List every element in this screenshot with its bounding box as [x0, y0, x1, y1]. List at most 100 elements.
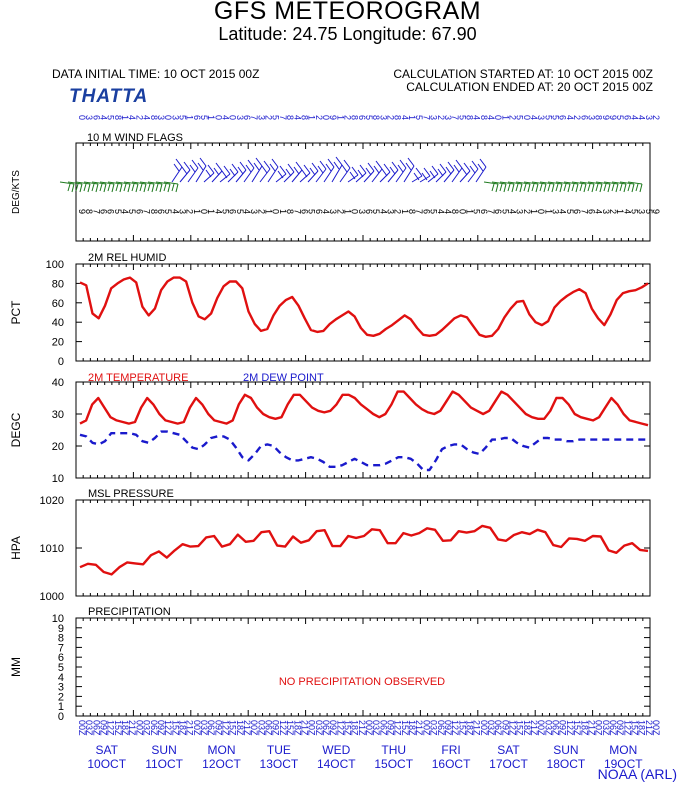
x-hour-label: 15Z [342, 720, 352, 736]
wind-barb [611, 183, 615, 192]
y-tick-label: 1 [58, 701, 64, 713]
wind-direction-label: 5 [551, 115, 561, 120]
wind-speed-label: 5 [371, 209, 381, 214]
x-hour-label: 18Z [177, 720, 187, 736]
wind-barb [463, 162, 471, 172]
x-hour-label: 21Z [299, 720, 309, 736]
x-hour-label: 06Z [91, 720, 101, 736]
wind-barb [251, 165, 263, 183]
wind-direction-label: 8 [285, 115, 295, 120]
x-hour-label: 00Z [192, 720, 202, 736]
y-tick-label: 9 [58, 623, 64, 635]
panel-frame [75, 617, 651, 717]
wind-speed-label: 4 [321, 209, 331, 214]
wind-direction-label: 5 [199, 115, 209, 120]
wind-barb [197, 162, 204, 171]
wind-barb [99, 181, 115, 185]
wind-barb [187, 167, 199, 183]
x-hour-label: 18Z [350, 720, 360, 736]
x-hour-label: 12Z [565, 720, 575, 736]
wind-speed-label: 1 [529, 209, 539, 214]
day-date-label: 19OCT [604, 757, 643, 771]
wind-barb [163, 183, 167, 192]
x-hour-label: 00Z [651, 720, 661, 736]
day-date-label: 15OCT [374, 757, 413, 771]
wind-barb [469, 165, 476, 174]
data-initial-time: DATA INITIAL TIME: 10 OCT 2015 00Z [52, 67, 260, 81]
wind-speed-label: 7 [292, 209, 302, 214]
wind-speed-label: 1 [400, 209, 410, 214]
wind-barb [591, 183, 595, 193]
wind-direction-label: 1 [120, 115, 130, 120]
wind-barb [511, 183, 515, 193]
wind-barb [333, 161, 340, 170]
wind-barb [79, 183, 83, 193]
wind-barb [131, 183, 135, 192]
wind-speed-label: 0 [457, 209, 467, 214]
wind-speed-label: 2 [393, 209, 403, 214]
wind-barb [231, 163, 239, 173]
wind-barb [291, 169, 303, 183]
wind-direction-label: 5 [515, 115, 525, 120]
wind-speed-label: 5 [472, 209, 482, 214]
wind-direction-label: 6 [558, 115, 568, 120]
wind-barb [175, 158, 183, 168]
x-hour-label: 15Z [629, 720, 639, 736]
day-weekday-label: SUN [151, 743, 176, 757]
wind-barb [285, 168, 292, 177]
wind-barb [293, 166, 300, 175]
wind-speed-label: 8 [84, 209, 94, 214]
wind-barb [639, 183, 643, 193]
wind-barb [147, 183, 151, 192]
wind-barb [71, 183, 75, 193]
wind-speed-label: 5 [644, 209, 654, 214]
x-hour-label: 09Z [615, 720, 625, 736]
day-date-label: 17OCT [489, 757, 528, 771]
x-hour-label: 15Z [285, 720, 295, 736]
wind-barb [539, 181, 555, 185]
wind-barb [103, 183, 107, 193]
wind-barb [283, 171, 295, 183]
wind-barb [579, 181, 595, 185]
wind-barb [199, 157, 207, 167]
x-hour-label: 21Z [185, 720, 195, 736]
wind-barb [173, 163, 180, 172]
wind-speed-label: 6 [572, 209, 582, 214]
wind-direction-label: 1 [500, 115, 510, 120]
x-hour-label: 21Z [242, 720, 252, 736]
wind-speed-label: 5 [235, 209, 245, 214]
wind-barb [349, 171, 356, 180]
wind-barb [91, 181, 107, 185]
wind-speed-label: 4 [558, 209, 568, 214]
day-weekday-label: MON [609, 743, 637, 757]
wind-direction-label: 4 [629, 115, 639, 120]
wind-direction-label: 6 [579, 115, 589, 120]
wind-barb [383, 163, 391, 173]
wind-direction-label: 6 [622, 115, 632, 120]
wind-barb [523, 183, 527, 192]
wind-direction-label: 2 [572, 115, 582, 120]
x-hour-label: 15Z [457, 720, 467, 736]
wind-barb [563, 183, 567, 192]
day-weekday-label: THU [381, 743, 406, 757]
wind-speed-label: 6 [156, 209, 166, 214]
wind-barb [83, 183, 87, 192]
wind-barb [279, 165, 287, 175]
wind-barb [115, 181, 131, 185]
x-hour-label: 00Z [134, 720, 144, 736]
wind-barb [339, 167, 351, 183]
x-hour-label: 00Z [249, 720, 259, 736]
x-hour-label: 15Z [400, 720, 410, 736]
x-hour-label: 18Z [637, 720, 647, 736]
wind-barb [67, 181, 83, 185]
x-hour-label: 21Z [644, 720, 654, 736]
wind-speed-label: 5 [163, 209, 173, 214]
wind-barb [107, 183, 111, 192]
wind-speed-label: 4 [508, 209, 518, 214]
wind-barb [455, 159, 463, 169]
x-hour-label: 00Z [594, 720, 604, 736]
wind-barb [207, 164, 215, 174]
wind-barb [143, 183, 147, 193]
y-tick-label: 2 [58, 691, 64, 703]
wind-barb [235, 169, 247, 183]
